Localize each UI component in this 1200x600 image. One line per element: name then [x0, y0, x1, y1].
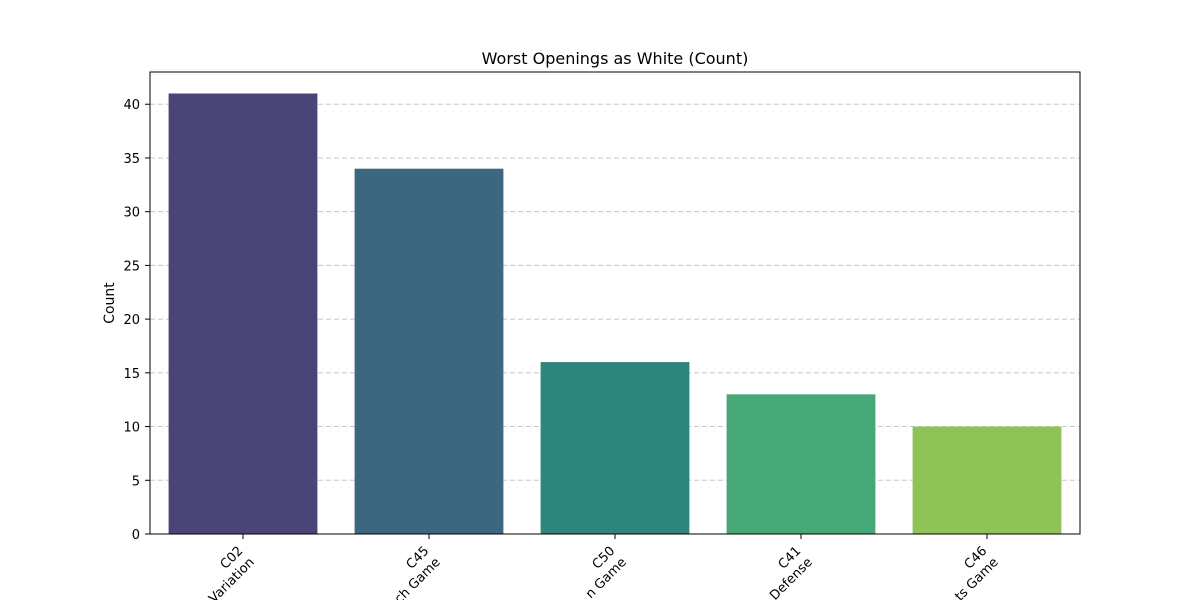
y-tick-label: 35 — [123, 152, 140, 167]
y-axis-ticks: 0 5 10 15 20 25 30 35 40 — [123, 98, 150, 543]
y-tick-label: 15 — [123, 367, 140, 382]
y-tick-label: 10 — [123, 421, 140, 436]
y-tick-label: 20 — [123, 313, 140, 328]
bar-c46 — [912, 426, 1062, 534]
bars — [168, 93, 1062, 534]
y-tick-label: 5 — [132, 474, 140, 489]
y-tick-label: 25 — [123, 259, 140, 274]
y-tick-label: 40 — [123, 98, 140, 113]
chart-title: Worst Openings as White (Count) — [482, 49, 749, 68]
bar-c41 — [726, 394, 876, 534]
y-axis-label: Count — [102, 282, 118, 324]
y-tick-label: 0 — [132, 528, 140, 543]
y-tick-label: 30 — [123, 206, 140, 221]
bar-c45 — [354, 168, 504, 534]
bar-c50 — [540, 362, 690, 534]
bar-c02 — [168, 93, 318, 534]
